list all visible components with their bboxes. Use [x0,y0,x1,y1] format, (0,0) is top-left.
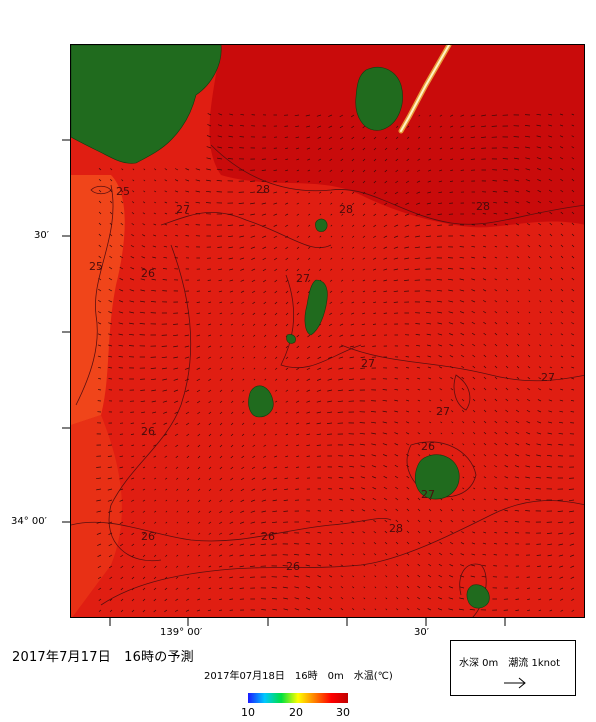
niijima-island [304,279,328,336]
contour-labels: 25 27 28 28 28 25 26 27 27 27 27 27 26 26 26 26 28 26 [89,183,555,573]
contour-label: 28 [476,200,490,213]
contour-label: 28 [256,183,270,196]
contour-label: 26 [141,267,155,280]
mikurajima-island [466,584,490,609]
cool-water-region [71,175,125,425]
contour-label: 27 [541,371,555,384]
kozushima-island [248,385,274,418]
mainland-peninsula [71,45,222,164]
cool-water-region-2 [71,415,122,617]
oshima-island [355,66,403,131]
current-vectors [96,113,575,613]
toshima-island [315,218,328,232]
contour-label: 26 [261,530,275,543]
contour-label: 27 [361,357,375,370]
contour-label: 25 [89,260,103,273]
lat-label-34-00: 34° 00′ [11,516,47,527]
arrow-right-icon [504,677,526,689]
contour-label: 26 [141,530,155,543]
track-line-core [400,45,450,132]
hot-water-region [209,45,584,228]
sea-temperature-map: 25 27 28 28 28 25 26 27 27 27 27 27 26 26 26 26 28 26 [71,45,584,617]
contour-label: 27 [296,272,310,285]
contour-label: 25 [116,185,130,198]
legend-tick-20: 20 [289,706,303,719]
contour-label: 28 [389,522,403,535]
shikinejima-island [286,334,296,344]
contour-label: 27 [436,405,450,418]
land-masses [71,45,490,609]
contour-label: 28 [339,203,353,216]
contour-label: 26 [141,425,155,438]
contour-label: 26 [286,560,300,573]
product-title: 2017年07月18日 16時 0m 水温(℃) [204,671,393,682]
legend-tick-10: 10 [241,706,255,719]
temperature-colorbar [248,693,348,703]
forecast-caption: 2017年7月17日 16時の予測 [12,650,194,665]
miyakejima-island [414,454,460,500]
current-scale-box: 水深 0m 潮流 1knot [450,640,576,696]
lon-label-30: 30′ [414,627,429,638]
contour-label: 27 [176,203,190,216]
lon-label-139-00: 139° 00′ [160,627,203,638]
lat-label-30: 30′ [34,230,49,241]
current-scale-label: 水深 0m 潮流 1knot [459,658,560,669]
contour-label: 26 [421,440,435,453]
map-frame: 25 27 28 28 28 25 26 27 27 27 27 27 26 26 26 26 28 26 [70,44,585,618]
contour-label: 27 [421,488,435,501]
legend-tick-30: 30 [336,706,350,719]
